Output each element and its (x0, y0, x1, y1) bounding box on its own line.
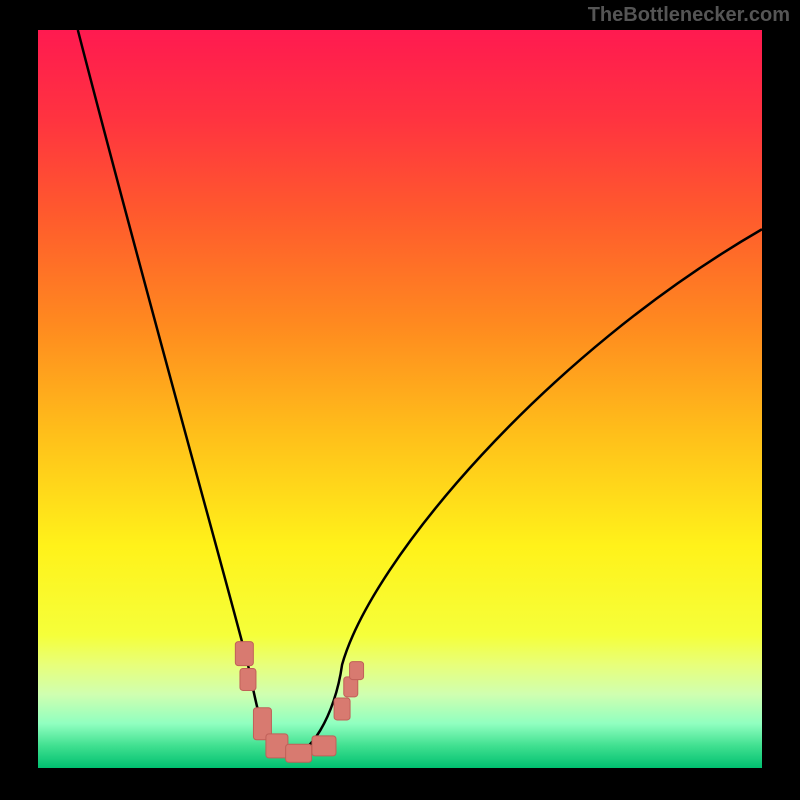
plot-area (38, 30, 762, 768)
bottleneck-curve (78, 30, 762, 757)
curve-layer (38, 30, 762, 768)
data-marker (350, 662, 364, 680)
data-marker (240, 668, 256, 690)
watermark-text: TheBottlenecker.com (588, 4, 790, 27)
chart-container: TheBottlenecker.com (0, 0, 800, 800)
data-marker (235, 642, 253, 666)
data-marker (334, 698, 350, 720)
data-marker (312, 736, 336, 756)
data-marker (266, 734, 288, 758)
data-marker (286, 744, 312, 762)
